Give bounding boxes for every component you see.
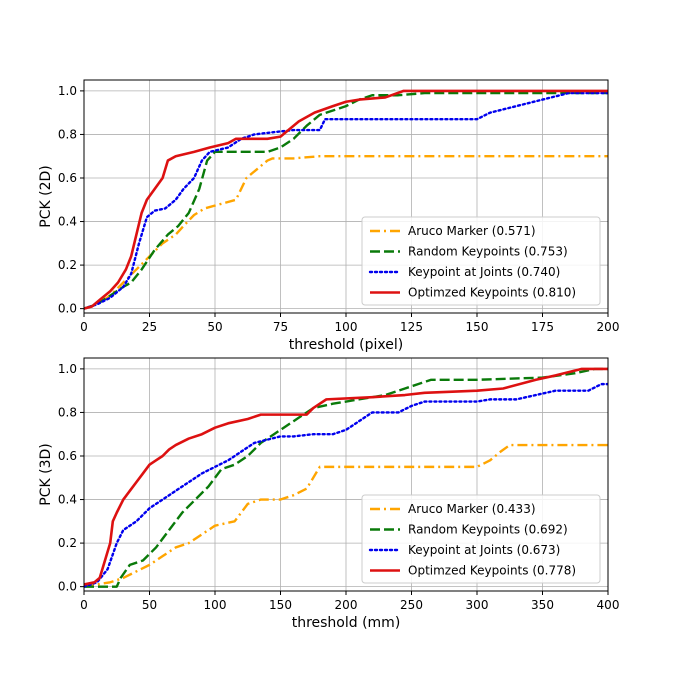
legend-label-2: Random Keypoints (0.692) <box>408 523 568 537</box>
series-line-3 <box>84 382 608 588</box>
legend-label-4: Optimzed Keypoints (0.810) <box>408 286 576 300</box>
y-axis-label: PCK (2D) <box>38 165 54 227</box>
y-tick-label: 0.6 <box>58 171 77 185</box>
y-tick-label: 1.0 <box>58 362 77 376</box>
y-axis-ticks: 0.0 0.2 0.4 0.6 0.8 1.0 <box>58 362 84 594</box>
y-tick-label: 0.2 <box>58 258 77 272</box>
chart-2d-pck: 0 25 50 75 100 125 150 175 200 0.0 0.2 0.4 0.6 0.8 1.0… <box>38 79 619 353</box>
y-axis-label: PCK (3D) <box>38 443 54 505</box>
y-tick-label: 0.8 <box>58 127 77 141</box>
legend-label-3: Keypoint at Joints (0.673) <box>408 543 560 557</box>
x-tick-label: 200 <box>597 320 620 334</box>
series-line-2 <box>84 367 608 588</box>
x-tick-label: 175 <box>531 320 554 334</box>
legend-label-2: Random Keypoints (0.753) <box>408 245 568 259</box>
series-line-1 <box>84 443 608 588</box>
x-tick-label: 250 <box>400 598 423 612</box>
legend-box <box>361 216 601 306</box>
x-tick-label: 75 <box>273 320 288 334</box>
x-axis-ticks: 0 25 50 75 100 125 150 175 200 <box>80 313 619 334</box>
legend-label-3: Keypoint at Joints (0.740) <box>408 265 560 279</box>
y-tick-label: 0.0 <box>58 302 77 316</box>
legend: Aruco Marker (0.433) Random Keypoints (0.… <box>361 494 601 584</box>
legend-label-1: Aruco Marker (0.571) <box>408 224 536 238</box>
series-line-4 <box>84 89 608 310</box>
x-tick-label: 150 <box>466 320 489 334</box>
series-line-4 <box>84 367 608 586</box>
x-tick-label: 0 <box>80 598 88 612</box>
x-tick-label: 125 <box>400 320 423 334</box>
x-tick-label: 0 <box>80 320 88 334</box>
plot-area <box>84 367 608 588</box>
y-tick-label: 0.6 <box>58 449 77 463</box>
legend-box <box>361 494 601 584</box>
series-line-3 <box>84 91 608 310</box>
x-tick-label: 100 <box>335 320 358 334</box>
y-tick-label: 0.4 <box>58 215 77 229</box>
x-tick-label: 25 <box>142 320 157 334</box>
x-tick-label: 50 <box>142 598 157 612</box>
x-axis-ticks: 0 50 100 150 200 250 300 350 400 <box>80 591 619 612</box>
legend-label-1: Aruco Marker (0.433) <box>408 502 536 516</box>
y-tick-label: 0.4 <box>58 493 77 507</box>
x-tick-label: 350 <box>531 598 554 612</box>
x-tick-label: 400 <box>597 598 620 612</box>
legend: Aruco Marker (0.571) Random Keypoints (0.… <box>361 216 601 306</box>
x-axis-label: threshold (mm) <box>292 615 401 631</box>
x-tick-label: 150 <box>269 598 292 612</box>
y-tick-label: 0.2 <box>58 536 77 550</box>
y-axis-ticks: 0.0 0.2 0.4 0.6 0.8 1.0 <box>58 84 84 316</box>
y-tick-label: 0.0 <box>58 580 77 594</box>
plot-area <box>84 89 608 310</box>
x-tick-label: 200 <box>335 598 358 612</box>
y-tick-label: 0.8 <box>58 405 77 419</box>
y-tick-label: 1.0 <box>58 84 77 98</box>
x-tick-label: 50 <box>207 320 222 334</box>
chart-3d-pck: 0 50 100 150 200 250 300 350 400 0.0 0.2 0.4 0.6 0.8 1… <box>38 357 619 631</box>
legend-label-4: Optimzed Keypoints (0.778) <box>408 564 576 578</box>
x-tick-label: 100 <box>204 598 227 612</box>
x-tick-label: 300 <box>466 598 489 612</box>
x-axis-label: threshold (pixel) <box>289 337 403 353</box>
